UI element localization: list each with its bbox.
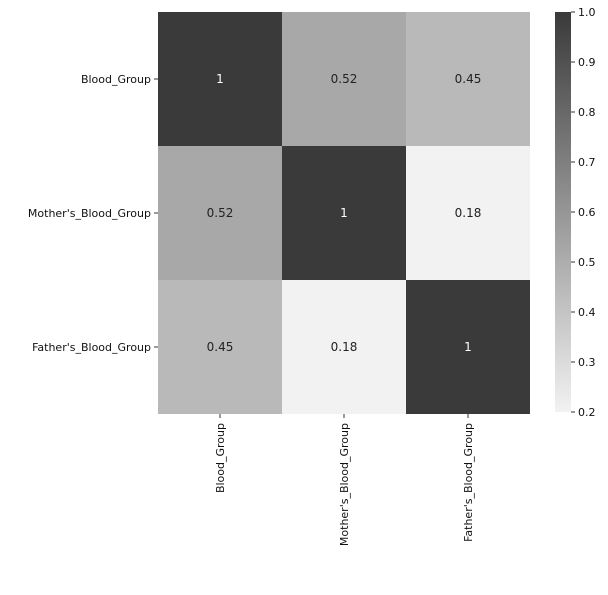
colorbar-tick-label-6: 0.4 — [578, 306, 596, 319]
x-axis-tick-labels: Blood_Group Mother's_Blood_Group Father's_… — [214, 414, 475, 546]
heatmap-cells — [158, 12, 530, 414]
x-tick-label-2: Father's_Blood_Group — [462, 423, 475, 542]
heatmap-cell-label-0-2: 0.45 — [455, 72, 482, 86]
x-tick-label-0: Blood_Group — [214, 423, 227, 493]
heatmap-cell-label-2-1: 0.18 — [331, 340, 358, 354]
heatmap-cell-2-1 — [282, 280, 406, 414]
colorbar-tick-label-8: 0.2 — [578, 406, 596, 419]
heatmap-cell-label-2-2: 1 — [464, 340, 472, 354]
x-tick-label-1: Mother's_Blood_Group — [338, 423, 351, 546]
colorbar-tick-label-3: 0.7 — [578, 156, 596, 169]
heatmap-cell-label-2-0: 0.45 — [207, 340, 234, 354]
heatmap-cell-0-0 — [158, 12, 282, 146]
heatmap-cell-label-1-2: 0.18 — [455, 206, 482, 220]
y-tick-label-1: Mother's_Blood_Group — [28, 207, 151, 220]
heatmap-cell-labels: 1 0.52 0.45 0.52 1 0.18 0.45 0.18 1 — [207, 72, 482, 354]
heatmap-cell-label-1-0: 0.52 — [207, 206, 234, 220]
heatmap-cell-label-0-1: 0.52 — [331, 72, 358, 86]
heatmap-cell-0-1 — [282, 12, 406, 146]
colorbar-tick-label-2: 0.8 — [578, 106, 596, 119]
heatmap-cell-1-1 — [282, 146, 406, 280]
colorbar-tick-label-4: 0.6 — [578, 206, 596, 219]
colorbar: 1.0 0.9 0.8 0.7 0.6 0.5 0.4 0.3 0.2 — [555, 6, 596, 419]
y-axis-tick-labels: Blood_Group Mother's_Blood_Group Father's_… — [28, 73, 158, 354]
heatmap-cell-0-2 — [406, 12, 530, 146]
colorbar-tick-label-1: 0.9 — [578, 56, 596, 69]
heatmap-cell-2-0 — [158, 280, 282, 414]
y-tick-label-2: Father's_Blood_Group — [32, 341, 151, 354]
heatmap-cell-1-0 — [158, 146, 282, 280]
heatmap-cell-label-0-0: 1 — [216, 72, 224, 86]
colorbar-tick-label-5: 0.5 — [578, 256, 596, 269]
colorbar-tick-label-7: 0.3 — [578, 356, 596, 369]
colorbar-tick-label-0: 1.0 — [578, 6, 596, 19]
heatmap-cell-label-1-1: 1 — [340, 206, 348, 220]
heatmap-cell-1-2 — [406, 146, 530, 280]
heatmap-cell-2-2 — [406, 280, 530, 414]
y-tick-label-0: Blood_Group — [81, 73, 151, 86]
colorbar-gradient — [555, 12, 571, 412]
